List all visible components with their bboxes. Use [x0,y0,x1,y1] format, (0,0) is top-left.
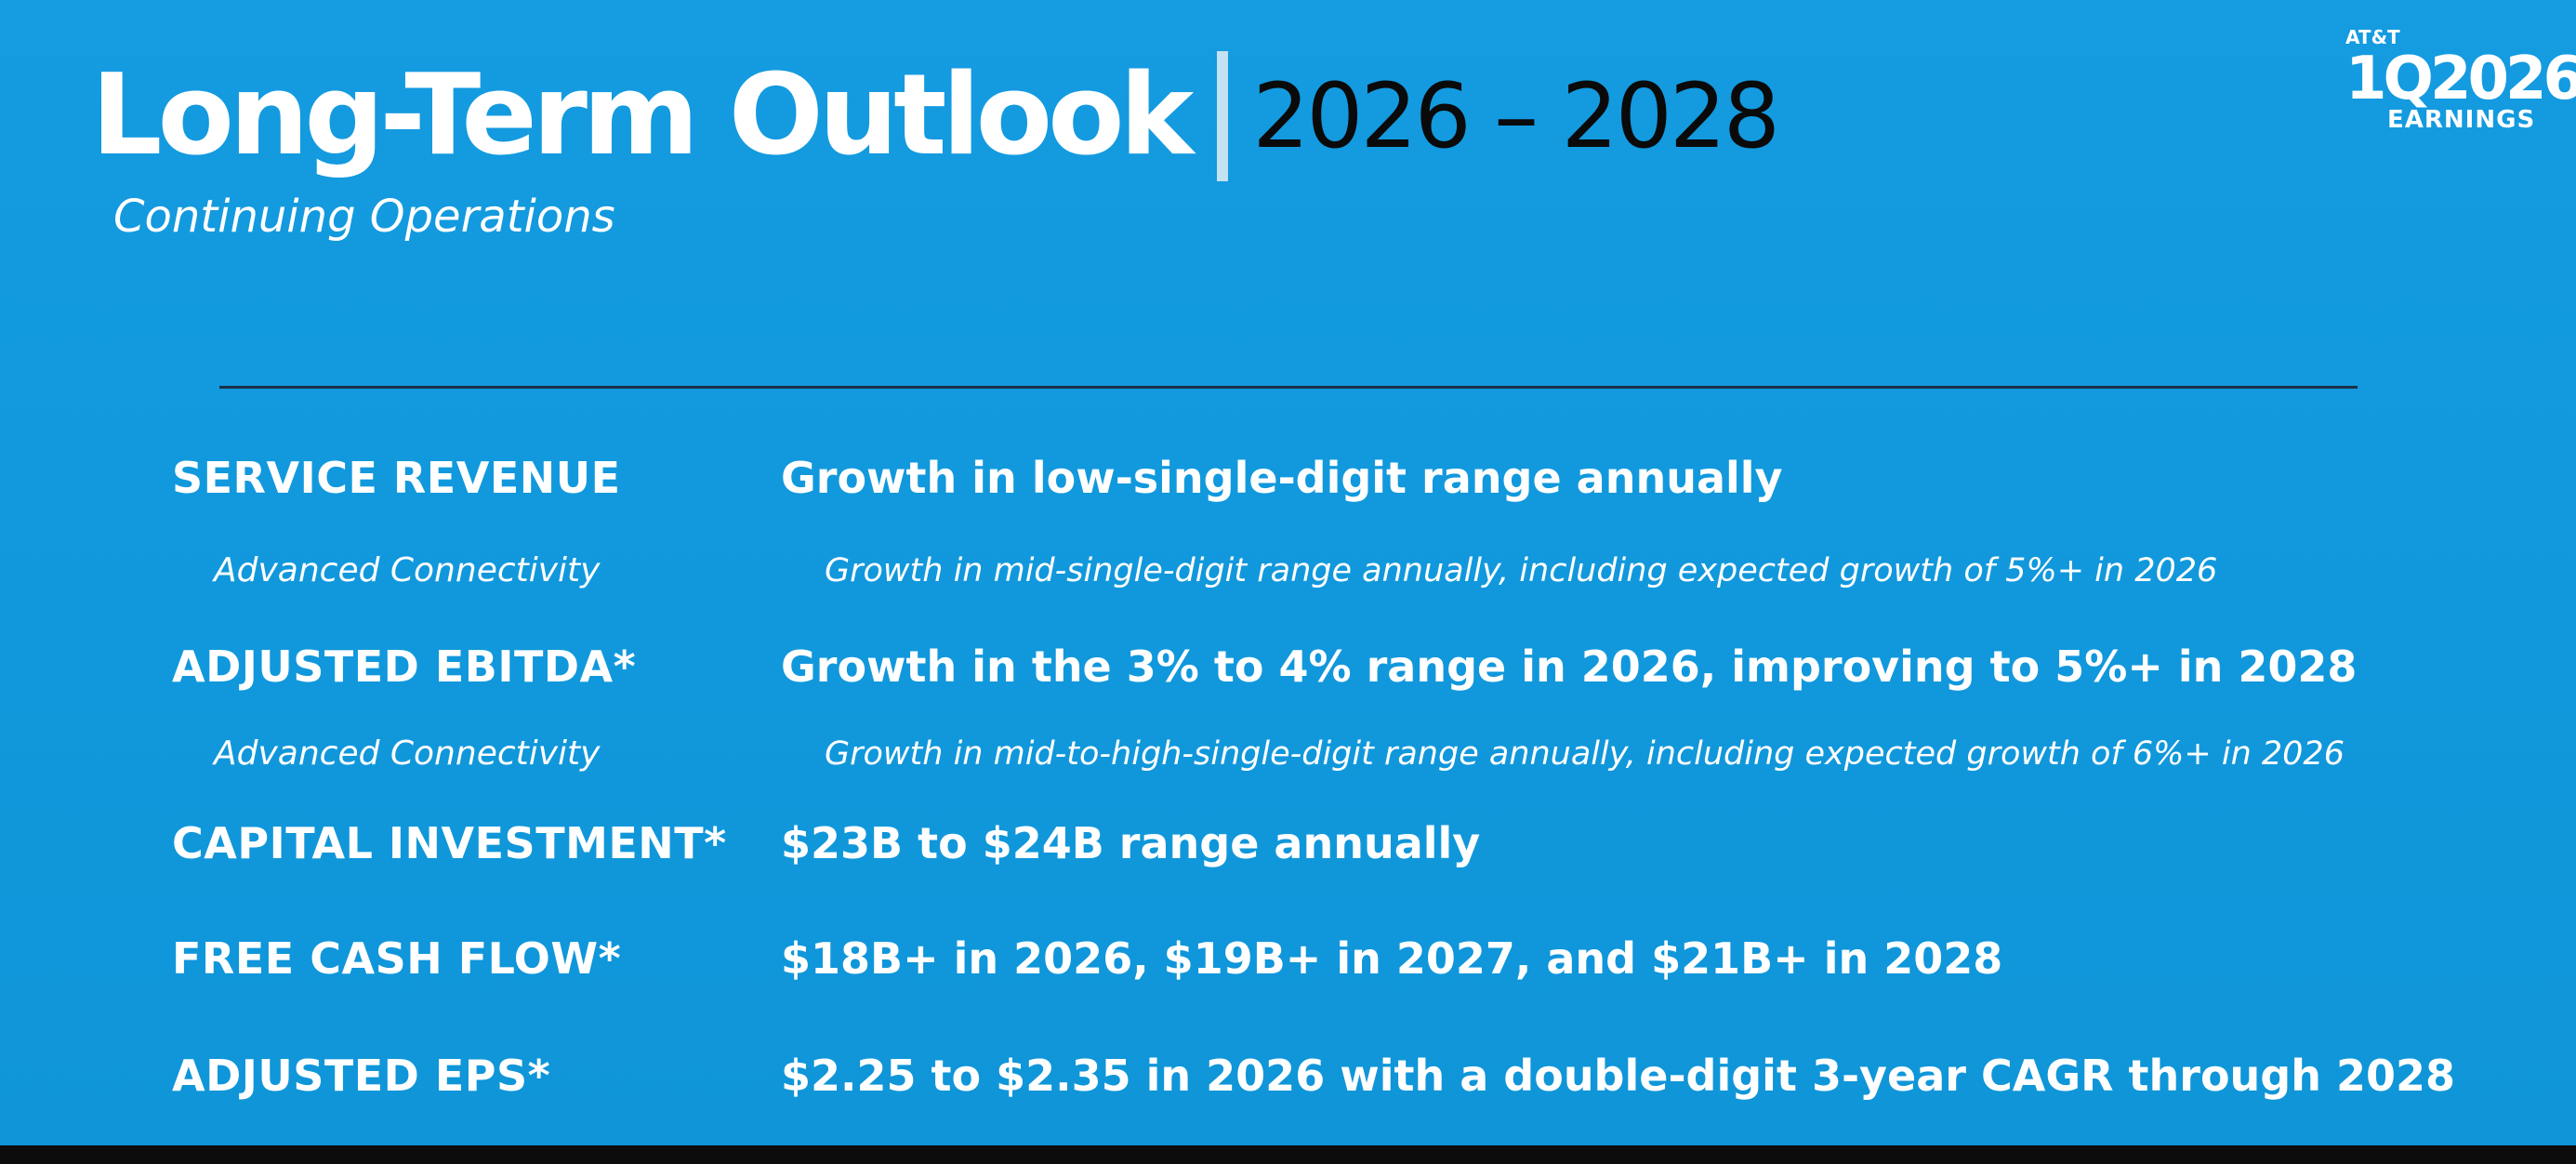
outlook-subvalue: Growth in mid-to-high-single-digit range… [825,735,2345,773]
outlook-subvalue: Growth in mid-single-digit range annuall… [825,552,2218,589]
outlook-sublabel: Advanced Connectivity [214,551,601,589]
outlook-value: $2.25 to $2.35 in 2026 with a double-dig… [781,1051,2456,1101]
outlook-sublabel: Advanced Connectivity [214,734,601,773]
badge-quarter: 1Q2026 [2345,45,2576,113]
outlook-value: $18B+ in 2026, $19B+ in 2027, and $21B+ … [781,933,2003,984]
outlook-value: $23B to $24B range annually [781,818,1481,868]
slide-title: Long-Term Outlook 2026 – 2028 [91,46,1780,186]
title-text: Long-Term Outlook [91,51,1194,180]
outlook-value: Growth in low-single-digit range annuall… [781,453,1783,503]
badge-label: EARNINGS [2387,106,2536,134]
outlook-label: CAPITAL INVESTMENT* [172,818,727,868]
title-separator [1217,51,1229,181]
title-years: 2026 – 2028 [1252,64,1780,168]
outlook-value: Growth in the 3% to 4% range in 2026, im… [781,642,2358,692]
outlook-label: FREE CASH FLOW* [172,933,622,984]
outlook-label: ADJUSTED EBITDA* [172,642,637,692]
bottom-edge-strip [0,1145,2576,1164]
badge-brand: AT&T [2345,26,2400,48]
outlook-label: ADJUSTED EPS* [172,1051,551,1101]
header-divider [219,386,2358,389]
outlook-label: SERVICE REVENUE [172,453,621,503]
slide-subtitle: Continuing Operations [113,191,615,243]
